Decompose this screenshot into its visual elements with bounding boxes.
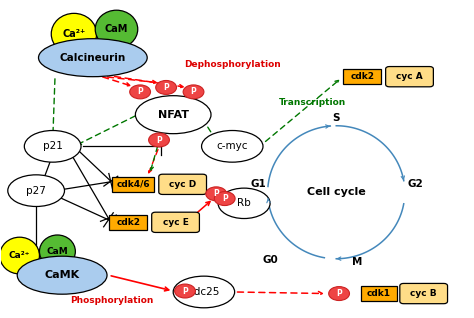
Text: G2: G2 xyxy=(408,179,424,189)
Text: G0: G0 xyxy=(262,255,278,265)
Ellipse shape xyxy=(8,175,64,206)
FancyBboxPatch shape xyxy=(112,177,155,192)
Text: Calcineurin: Calcineurin xyxy=(60,53,126,63)
Text: Phosphorylation: Phosphorylation xyxy=(70,296,154,305)
Text: cdk2: cdk2 xyxy=(350,72,374,81)
Text: P: P xyxy=(222,194,228,203)
Text: Transcription: Transcription xyxy=(279,98,346,107)
Ellipse shape xyxy=(136,96,211,134)
Text: cdc25: cdc25 xyxy=(188,287,219,297)
Ellipse shape xyxy=(0,237,39,274)
Text: cyc B: cyc B xyxy=(410,289,437,298)
Ellipse shape xyxy=(201,130,263,162)
Text: cyc A: cyc A xyxy=(396,72,423,81)
Text: cyc D: cyc D xyxy=(169,180,196,189)
Ellipse shape xyxy=(17,256,107,294)
Text: Rb: Rb xyxy=(237,198,251,208)
FancyBboxPatch shape xyxy=(400,283,447,304)
Text: P: P xyxy=(213,189,219,198)
Ellipse shape xyxy=(24,130,81,162)
Text: CaM: CaM xyxy=(46,247,68,256)
FancyBboxPatch shape xyxy=(152,212,200,232)
Text: cdk1: cdk1 xyxy=(367,289,391,298)
Ellipse shape xyxy=(39,235,75,268)
Text: NFAT: NFAT xyxy=(158,110,189,120)
FancyBboxPatch shape xyxy=(109,215,147,230)
Ellipse shape xyxy=(95,10,138,48)
Text: p27: p27 xyxy=(26,186,46,196)
Circle shape xyxy=(328,287,349,301)
Text: p21: p21 xyxy=(43,141,63,151)
Circle shape xyxy=(183,85,204,99)
FancyBboxPatch shape xyxy=(361,286,397,301)
Ellipse shape xyxy=(218,188,270,218)
Ellipse shape xyxy=(173,276,235,308)
Text: P: P xyxy=(336,289,342,298)
Text: P: P xyxy=(137,87,143,96)
Text: Dephosphorylation: Dephosphorylation xyxy=(184,60,281,69)
Ellipse shape xyxy=(38,39,147,77)
Circle shape xyxy=(206,187,227,201)
Circle shape xyxy=(130,85,151,99)
Text: cyc E: cyc E xyxy=(163,218,189,227)
Text: P: P xyxy=(182,287,188,295)
Text: CaMK: CaMK xyxy=(45,270,80,280)
Text: M: M xyxy=(352,257,363,267)
Text: P: P xyxy=(163,83,169,92)
Text: CaM: CaM xyxy=(105,24,128,34)
Ellipse shape xyxy=(51,13,97,54)
Text: Ca²⁺: Ca²⁺ xyxy=(62,29,86,39)
FancyBboxPatch shape xyxy=(343,69,381,84)
Text: cdk4/6: cdk4/6 xyxy=(116,180,150,189)
Text: c-myc: c-myc xyxy=(217,141,248,151)
FancyBboxPatch shape xyxy=(159,174,207,195)
Circle shape xyxy=(149,133,169,147)
FancyBboxPatch shape xyxy=(386,66,433,87)
Text: P: P xyxy=(191,87,196,96)
Text: cdk2: cdk2 xyxy=(116,218,140,227)
Circle shape xyxy=(156,80,176,94)
Text: Cell cycle: Cell cycle xyxy=(307,187,365,197)
Text: Ca²⁺: Ca²⁺ xyxy=(9,251,30,260)
Text: S: S xyxy=(332,113,340,123)
Text: P: P xyxy=(156,135,162,144)
Circle shape xyxy=(174,284,195,298)
Text: G1: G1 xyxy=(250,179,266,189)
Circle shape xyxy=(214,192,235,205)
